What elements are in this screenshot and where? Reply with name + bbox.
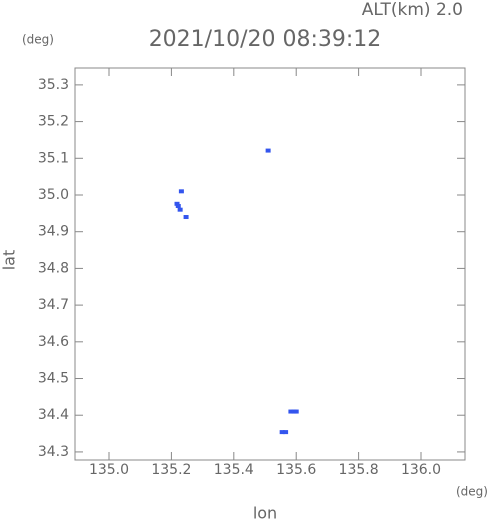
echo-point: [265, 148, 271, 153]
y-tick-label: 34.7: [38, 297, 69, 313]
y-tick-label: 35.3: [38, 77, 69, 93]
x-unit: (deg): [456, 485, 488, 499]
echo-point: [279, 430, 285, 435]
y-tick-label: 34.3: [38, 444, 69, 460]
echo-point: [293, 409, 299, 414]
echo-point: [174, 201, 180, 206]
x-tick-label: 136.0: [401, 462, 441, 478]
x-tick-label: 135.2: [151, 462, 191, 478]
echo-point: [288, 409, 294, 414]
y-tick-label: 34.6: [38, 334, 69, 350]
x-tick-label: 135.8: [339, 462, 379, 478]
echo-point: [177, 207, 183, 212]
echo-point: [175, 204, 181, 209]
y-tick-label: 34.4: [38, 407, 69, 423]
x-tick-label: 135.0: [89, 462, 129, 478]
echo-point: [183, 215, 189, 220]
subtitle: ALT(km) 2.0: [362, 0, 463, 20]
x-tick-label: 135.6: [276, 462, 316, 478]
chart-title: 2021/10/20 08:39:12: [149, 27, 382, 52]
echo-point: [283, 430, 289, 435]
x-axis-label: lon: [253, 504, 277, 521]
y-tick-label: 34.8: [38, 260, 69, 276]
echo-point: [178, 189, 184, 194]
y-tick-label: 35.1: [38, 150, 69, 166]
plot-frame: [74, 67, 466, 461]
y-tick-label: 34.5: [38, 371, 69, 387]
y-tick-label: 35.2: [38, 114, 69, 130]
y-tick-label: 34.9: [38, 224, 69, 240]
y-tick-label: 35.0: [38, 187, 69, 203]
y-axis-label: lat: [0, 250, 19, 271]
x-tick-label: 135.4: [214, 462, 254, 478]
y-unit: (deg): [22, 33, 54, 47]
